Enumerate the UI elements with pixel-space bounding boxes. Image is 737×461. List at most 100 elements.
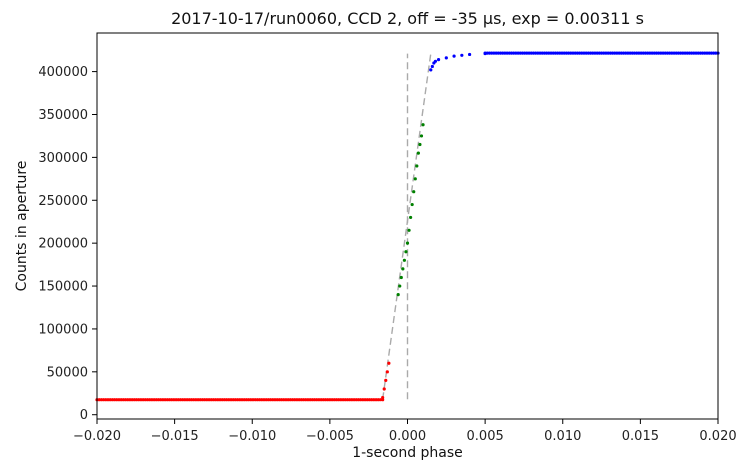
data-point [415,164,419,168]
data-point [553,51,558,55]
data-point [337,398,341,402]
data-point [641,51,645,55]
data-point [321,398,325,402]
data-point [412,190,416,194]
data-point [709,51,714,55]
data-point [260,398,264,402]
data-point [487,51,492,55]
data-point [172,398,176,402]
data-point [288,398,292,402]
data-point [233,398,238,402]
data-point [227,398,231,402]
x-tick-label: 0.005 [467,429,504,444]
data-point [97,398,101,402]
data-point [330,398,334,402]
data-point [359,398,363,402]
data-point [378,398,383,402]
data-point [101,398,106,402]
data-point [242,398,246,402]
data-point [430,64,434,69]
data-point [606,51,610,55]
data-point [628,51,632,55]
data-point [604,51,608,55]
data-point [170,398,174,402]
data-point [214,398,218,402]
data-point [196,398,200,402]
data-point [679,51,683,55]
data-point [536,51,540,55]
data-point [363,398,367,402]
y-tick-label: 0 [80,408,88,423]
data-point [207,398,211,402]
x-tick-label: 0.015 [622,429,659,444]
data-point [452,54,456,58]
data-point [354,398,358,402]
data-point [460,53,464,57]
data-point [128,398,132,402]
data-point [310,398,314,402]
x-axis: −0.020 −0.015 −0.010 −0.005 0.000 0.005 0.010 0… [73,419,737,444]
data-point [399,275,403,280]
data-point [249,398,253,402]
data-point [365,398,369,402]
data-point [282,398,286,402]
data-point [687,51,692,55]
data-point [266,398,270,402]
data-point [326,398,330,402]
data-point [573,51,577,55]
data-point [582,51,586,55]
data-point [485,51,489,55]
data-point [384,378,388,382]
x-tick-label: 0.010 [544,429,581,444]
data-point [490,51,494,55]
data-point [205,398,209,402]
data-point [562,51,566,55]
data-point [312,398,317,402]
data-point [161,398,165,402]
data-point [674,51,678,55]
data-point [409,215,413,220]
data-point [494,51,498,55]
y-tick-label: 400000 [38,65,88,80]
data-point [150,398,154,402]
data-point [646,51,650,55]
data-point [183,398,187,402]
data-point [108,398,112,402]
data-point [121,398,125,402]
data-point [255,398,260,402]
y-axis: 0 50000 100000 150000 200000 250000 300000 3500… [38,65,97,423]
data-point [163,398,167,402]
data-point [547,51,551,55]
data-point [126,398,130,402]
data-point [271,398,275,402]
data-point [626,51,630,55]
data-point [374,398,378,402]
data-point [584,51,588,55]
data-point [295,398,299,402]
x-tick-label: −0.005 [306,429,354,444]
data-point [503,51,507,55]
data-point [258,398,262,402]
data-point [145,398,150,402]
data-point [433,59,438,63]
data-point [468,52,472,57]
data-point [299,398,303,402]
plot-marks [95,51,720,402]
data-point [99,398,103,402]
data-point [549,51,553,55]
data-point [701,51,705,55]
data-point [619,51,623,55]
y-tick-label: 300000 [38,151,88,166]
data-point [518,51,522,55]
data-point [635,51,639,55]
data-point [413,177,417,181]
data-point [352,398,356,402]
y-tick-label: 250000 [38,194,88,209]
data-point [520,51,525,55]
data-point [498,51,503,55]
data-point [297,398,301,402]
data-point [225,398,229,402]
data-point [387,361,391,365]
data-point [279,398,284,402]
data-point [209,398,213,402]
